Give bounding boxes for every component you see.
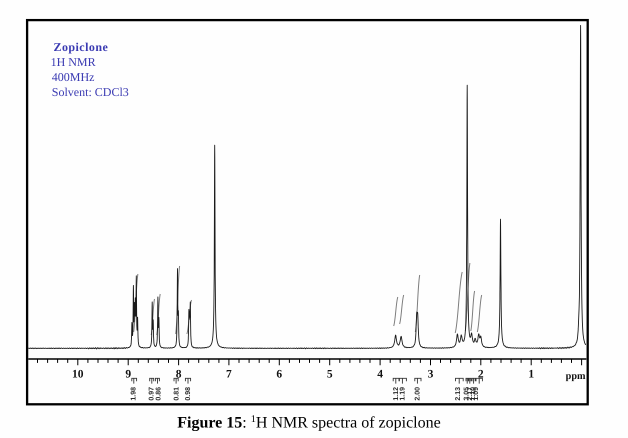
- svg-text:1.10: 1.10: [470, 387, 477, 401]
- svg-text:400MHz: 400MHz: [52, 70, 95, 84]
- svg-text:1.09: 1.09: [473, 387, 480, 401]
- svg-text:8: 8: [176, 368, 182, 380]
- svg-text:0.97: 0.97: [149, 387, 156, 401]
- svg-text:1.12: 1.12: [393, 387, 400, 401]
- svg-text:5: 5: [327, 368, 333, 380]
- svg-text:6: 6: [276, 368, 282, 380]
- svg-text:ppm: ppm: [566, 371, 586, 382]
- svg-text:1H NMR: 1H NMR: [51, 55, 96, 69]
- svg-text:2.00: 2.00: [415, 387, 422, 401]
- svg-text:1.19: 1.19: [400, 387, 407, 401]
- svg-text:3: 3: [428, 368, 434, 380]
- svg-text:2.13: 2.13: [455, 387, 462, 401]
- svg-text:10: 10: [72, 368, 84, 380]
- svg-text:2: 2: [478, 368, 484, 380]
- svg-text:7: 7: [226, 368, 232, 380]
- svg-text:1: 1: [528, 368, 534, 380]
- svg-text:0.81: 0.81: [173, 387, 180, 401]
- svg-text:Zopiclone: Zopiclone: [54, 40, 109, 54]
- svg-text:Figure 15: 1H NMR spectra of z: Figure 15: 1H NMR spectra of zopiclone: [177, 414, 440, 432]
- svg-text:2.17: 2.17: [467, 387, 474, 401]
- svg-text:4: 4: [377, 368, 383, 380]
- svg-text:0.98: 0.98: [185, 387, 192, 401]
- svg-text:Solvent: CDCl3: Solvent: CDCl3: [52, 85, 129, 99]
- svg-text:1.98: 1.98: [131, 387, 138, 401]
- svg-text:3.05: 3.05: [464, 387, 471, 401]
- svg-text:9: 9: [125, 368, 131, 380]
- svg-text:0.86: 0.86: [155, 387, 162, 401]
